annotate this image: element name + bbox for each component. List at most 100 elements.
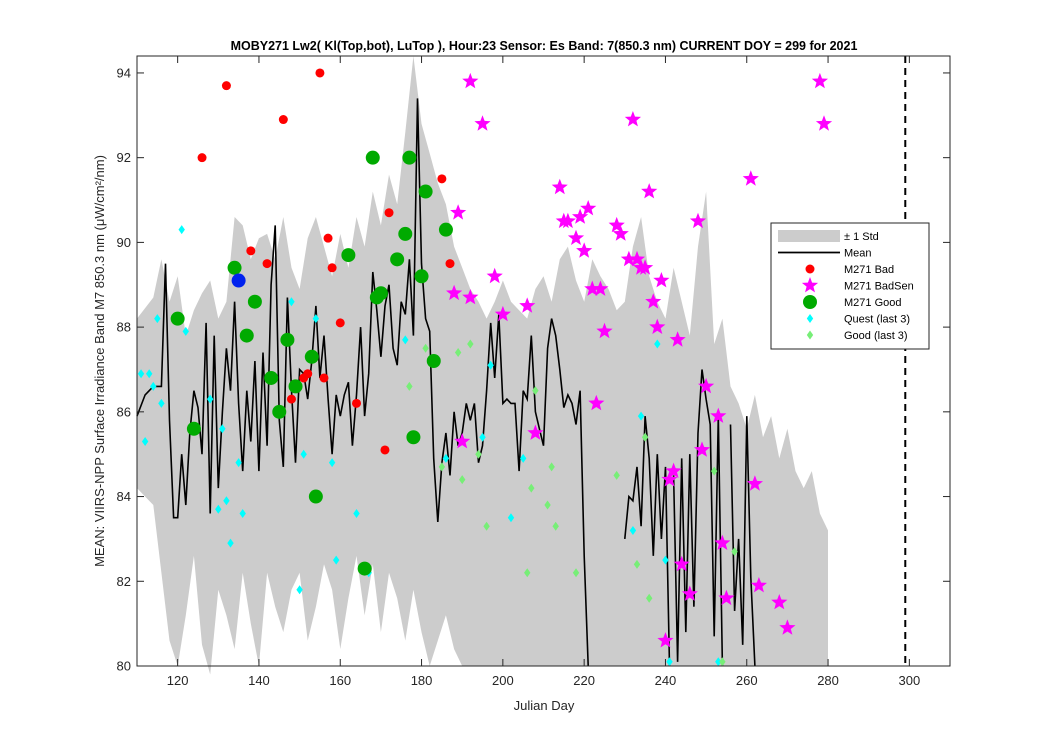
quest-point	[519, 453, 527, 463]
badsen-point	[462, 72, 479, 89]
x-tick-label: 140	[248, 673, 270, 688]
badsen-point	[811, 72, 828, 89]
badsen-point	[665, 462, 682, 478]
y-tick-label: 88	[117, 320, 131, 335]
badsen-point	[641, 183, 658, 199]
points-layer	[137, 68, 833, 667]
bad-point	[323, 233, 333, 243]
badsen-point	[486, 267, 503, 284]
x-tick-label: 220	[573, 673, 595, 688]
good-point	[418, 184, 433, 199]
quest-point	[158, 398, 165, 408]
good-point	[227, 260, 242, 275]
good-point	[304, 349, 319, 364]
good-point	[239, 328, 254, 343]
quest-point	[239, 509, 246, 518]
good3-point	[467, 339, 474, 349]
x-tick-label: 160	[329, 673, 351, 688]
badsen-point	[588, 394, 605, 411]
y-tick-label: 90	[117, 235, 131, 250]
good3-point	[459, 475, 466, 485]
legend-swatch-good3	[806, 330, 814, 340]
badsen-point	[657, 632, 674, 648]
quest-point	[150, 381, 157, 391]
bad-point	[278, 115, 288, 125]
good-point	[264, 370, 279, 385]
quest-point	[312, 314, 320, 324]
bad-point	[197, 153, 207, 163]
good3-point	[613, 470, 620, 480]
badsen-point	[527, 424, 544, 440]
good-point	[398, 226, 413, 241]
mean-line	[729, 416, 756, 667]
good-point	[414, 269, 429, 284]
quest-point	[145, 369, 153, 379]
legend-label-good: M271 Good	[844, 297, 901, 309]
quest-point	[137, 369, 145, 379]
quest-point	[662, 555, 669, 565]
bad-point	[380, 445, 390, 455]
y-tick-label: 84	[117, 489, 131, 504]
legend-label-std: ± 1 Std	[844, 231, 879, 243]
bad-point	[437, 174, 447, 184]
good-point	[272, 404, 287, 419]
badsen-point	[661, 471, 678, 487]
legend-swatch-badsen	[801, 277, 819, 293]
legend-swatch-bad	[805, 264, 815, 274]
bad-point	[286, 394, 296, 404]
badsen-point	[694, 441, 711, 457]
y-tick-label: 82	[117, 574, 131, 589]
quest-point	[328, 458, 336, 468]
badsen-point	[494, 305, 511, 322]
quest-point	[332, 555, 340, 565]
bad-point	[327, 263, 337, 273]
y-tick-label: 80	[117, 659, 131, 674]
badsen-point	[572, 208, 589, 224]
quest-point	[215, 504, 222, 514]
bad-point	[315, 68, 325, 78]
y-tick-label: 86	[117, 404, 131, 419]
quest-point	[178, 225, 185, 235]
good-point	[390, 252, 405, 267]
badsen-point	[592, 280, 609, 296]
x-tick-label: 120	[167, 673, 189, 688]
quest-point	[288, 297, 295, 307]
badsen-point	[580, 200, 597, 216]
good-point	[308, 489, 323, 504]
mean-line	[136, 98, 589, 667]
quest-point	[235, 458, 242, 468]
good3-point	[524, 568, 531, 578]
legend-swatch-std	[778, 230, 840, 242]
badsen-point	[689, 212, 707, 229]
badsen-point	[608, 216, 625, 233]
chart-title: MOBY271 Lw2( Kl(Top,bot), LuTop ), Hour:…	[231, 39, 858, 53]
good-point	[365, 150, 380, 165]
quest-point	[487, 360, 494, 370]
badsen-point	[620, 250, 637, 267]
good-point	[288, 379, 303, 394]
legend-swatch-quest	[806, 314, 814, 323]
badsen-point	[462, 289, 479, 305]
badsen-point	[584, 280, 601, 296]
good3-point	[719, 657, 726, 667]
good-point	[341, 248, 356, 263]
good3-point	[548, 462, 555, 472]
badsen-point	[519, 297, 536, 313]
badsen-point	[551, 178, 568, 195]
badsen-point	[628, 250, 646, 267]
good3-point	[454, 348, 462, 358]
good3-point	[633, 559, 641, 569]
bad-point	[319, 373, 329, 383]
good-point	[280, 332, 295, 347]
legend-box	[770, 222, 930, 350]
good3-point	[532, 386, 539, 396]
bad-point	[384, 208, 394, 218]
quest-point	[442, 453, 450, 463]
quest-point	[223, 496, 230, 506]
bad-point	[262, 259, 272, 269]
good3-point	[731, 547, 738, 557]
legend-label-badsen: M271 BadSen	[844, 281, 914, 293]
badsen-point	[779, 619, 796, 635]
badsen-point	[673, 555, 690, 572]
